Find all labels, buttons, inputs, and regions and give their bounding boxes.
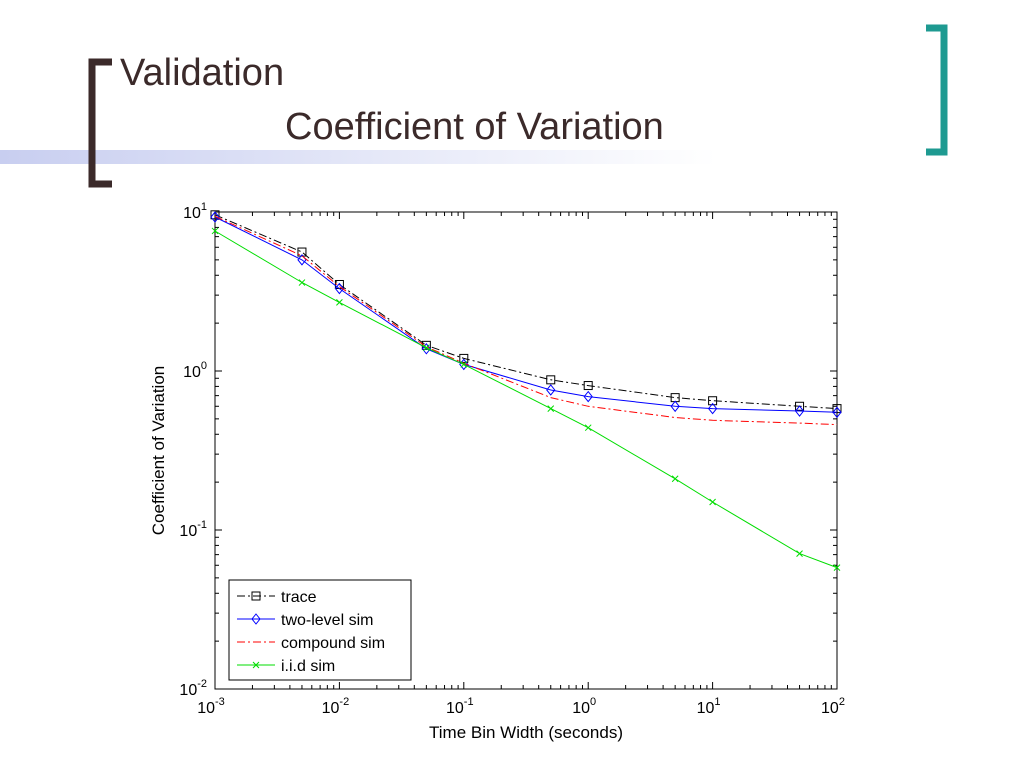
data-point <box>547 405 555 412</box>
data-point <box>298 279 306 286</box>
legend-label: i.i.d sim <box>281 658 335 675</box>
data-point <box>584 424 592 432</box>
data-point <box>709 498 716 506</box>
data-point <box>422 344 430 352</box>
header-band <box>0 150 1024 164</box>
x-tick-label: 10-2 <box>322 696 350 717</box>
y-tick-label: 101 <box>183 201 207 222</box>
data-point <box>583 390 593 403</box>
legend-marker <box>251 613 261 625</box>
y-tick-label: 10-1 <box>179 519 207 540</box>
data-point <box>832 404 842 414</box>
data-point <box>421 342 431 355</box>
legend-box <box>228 579 412 681</box>
data-point <box>832 406 842 419</box>
data-point <box>707 402 718 415</box>
data-point <box>794 405 805 417</box>
slide-title: Validation <box>120 52 285 94</box>
data-point <box>833 564 841 571</box>
y-axis-label: Coefficient of Variation <box>149 366 168 535</box>
data-point <box>459 353 469 363</box>
data-point <box>460 361 468 368</box>
data-point <box>670 400 680 413</box>
data-point <box>211 227 219 235</box>
right-bracket-decoration <box>926 24 948 156</box>
series-line <box>214 216 838 413</box>
data-point <box>546 384 556 396</box>
legend-marker <box>251 591 261 601</box>
series-2 <box>214 215 838 426</box>
data-point <box>583 381 593 391</box>
left-bracket-decoration <box>88 58 112 188</box>
x-tick-label: 100 <box>572 696 596 717</box>
series-line <box>214 215 838 426</box>
series-0 <box>210 210 842 414</box>
legend-label: two-level sim <box>281 612 373 629</box>
data-point <box>210 210 220 220</box>
x-tick-label: 10-1 <box>446 696 474 717</box>
x-tick-label: 10-3 <box>197 696 225 717</box>
data-point <box>336 299 343 306</box>
legend-label: trace <box>281 589 317 606</box>
data-point <box>708 396 718 406</box>
data-point <box>796 550 803 558</box>
x-tick-label: 101 <box>697 696 721 717</box>
data-point <box>795 401 805 411</box>
series-1 <box>210 211 842 419</box>
data-point <box>546 375 556 385</box>
data-point <box>334 282 345 295</box>
legend: trace two-level sim compound sim i.i.d sim <box>228 579 412 681</box>
x-axis-label: Time Bin Width (seconds) <box>429 723 623 742</box>
y-tick-label: 10-2 <box>179 678 207 699</box>
data-point <box>297 247 307 257</box>
data-point <box>671 475 679 483</box>
data-point <box>210 211 220 223</box>
legend-label: compound sim <box>281 635 385 652</box>
y-tick-label: 100 <box>183 360 207 381</box>
x-tick-label: 102 <box>821 696 845 717</box>
series-3 <box>211 227 841 571</box>
slide-subtitle: Coefficient of Variation <box>285 106 664 148</box>
legend-marker <box>252 661 260 669</box>
series-line <box>214 214 838 410</box>
